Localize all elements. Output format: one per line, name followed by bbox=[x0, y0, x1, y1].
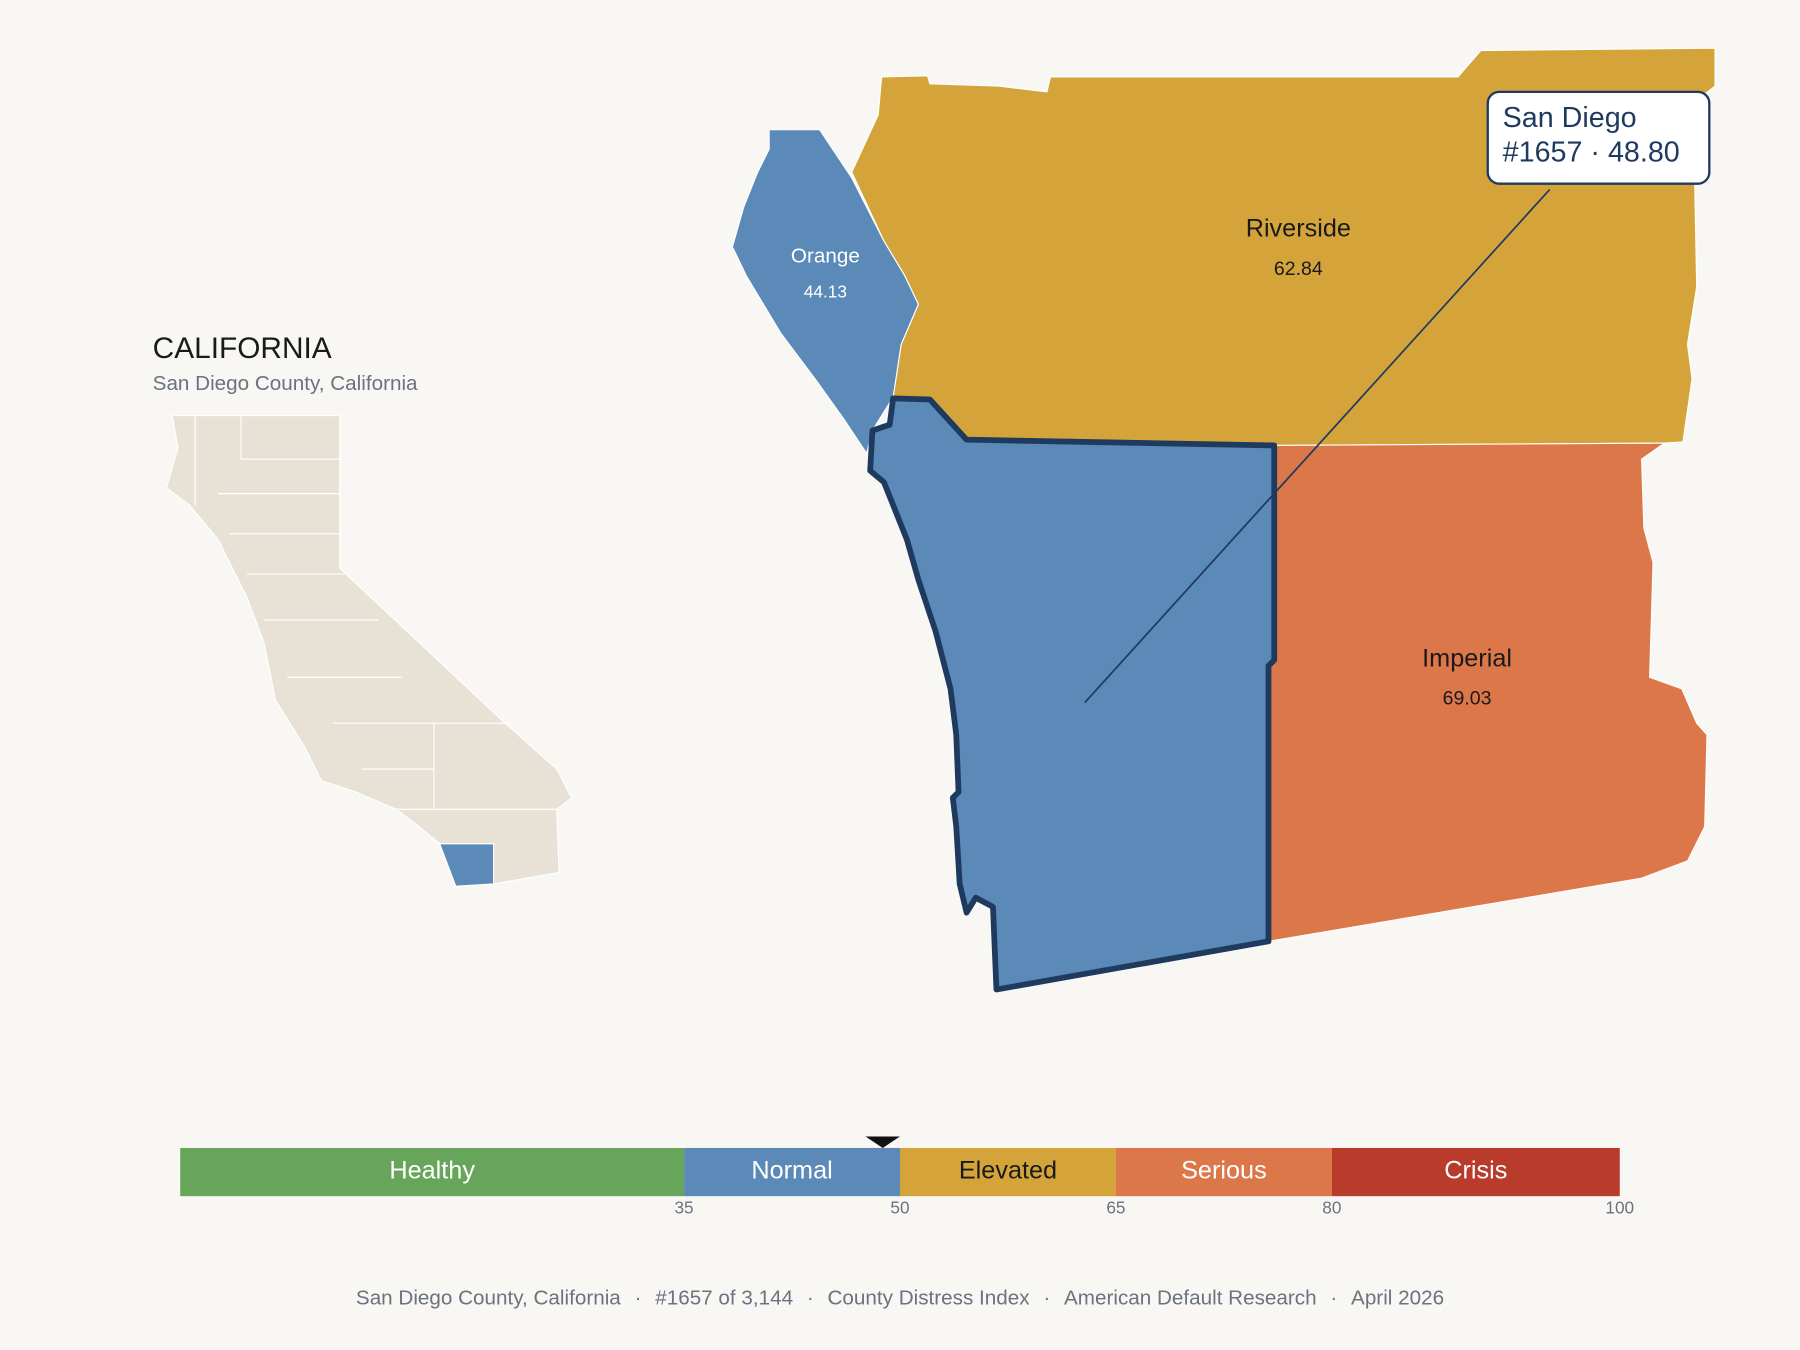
footer-separator: · bbox=[1043, 1287, 1050, 1310]
footer-separator: · bbox=[635, 1287, 642, 1310]
footer-separator: · bbox=[1330, 1287, 1337, 1310]
legend-tick-label: 65 bbox=[1106, 1197, 1125, 1217]
callout-text: #1657 · 48.80 bbox=[1503, 136, 1680, 168]
legend-band bbox=[180, 1147, 685, 1197]
state-inset bbox=[165, 414, 573, 887]
legend-tick-label: 35 bbox=[674, 1197, 693, 1217]
county-value: 62.84 bbox=[1274, 258, 1323, 280]
san-diego-shape bbox=[867, 395, 1278, 993]
legend-tick-label: 80 bbox=[1322, 1197, 1341, 1217]
county-map bbox=[731, 47, 1716, 993]
county-name: Imperial bbox=[1422, 645, 1512, 673]
orange-shape bbox=[731, 129, 919, 455]
callout-box bbox=[1486, 90, 1711, 185]
legend-band bbox=[1331, 1147, 1620, 1197]
footer-item: American Default Research bbox=[1064, 1287, 1317, 1310]
footer: San Diego County, California · #1657 of 3,… bbox=[356, 1287, 1444, 1310]
legend-tick-label: 50 bbox=[890, 1197, 909, 1217]
callout-leader bbox=[1084, 188, 1551, 704]
legend-band-label: Elevated bbox=[959, 1157, 1057, 1185]
subtitle: San Diego County, California bbox=[153, 372, 418, 395]
footer-separator: · bbox=[807, 1287, 814, 1310]
legend-band-label: Normal bbox=[751, 1157, 832, 1185]
legend-band bbox=[1115, 1147, 1332, 1197]
footer-item: #1657 of 3,144 bbox=[655, 1287, 793, 1310]
footer-item: April 2026 bbox=[1351, 1287, 1444, 1310]
legend-band-label: Healthy bbox=[389, 1157, 475, 1185]
legend-band-label: Serious bbox=[1181, 1157, 1267, 1185]
legend-marker bbox=[865, 1136, 900, 1148]
legend-band-label: Crisis bbox=[1444, 1157, 1507, 1185]
county-name: Riverside bbox=[1246, 214, 1351, 242]
title: CALIFORNIA bbox=[153, 332, 332, 365]
county-value: 69.03 bbox=[1443, 687, 1492, 709]
county-value: 44.13 bbox=[804, 281, 847, 301]
legend-tick-label: 100 bbox=[1605, 1197, 1634, 1217]
footer-item: San Diego County, California bbox=[356, 1287, 621, 1310]
footer-item: County Distress Index bbox=[828, 1287, 1031, 1310]
legend-band bbox=[684, 1147, 900, 1197]
callout-name: San Diego bbox=[1503, 102, 1637, 134]
county-name: Orange bbox=[791, 245, 860, 268]
legend-band bbox=[900, 1147, 1116, 1197]
